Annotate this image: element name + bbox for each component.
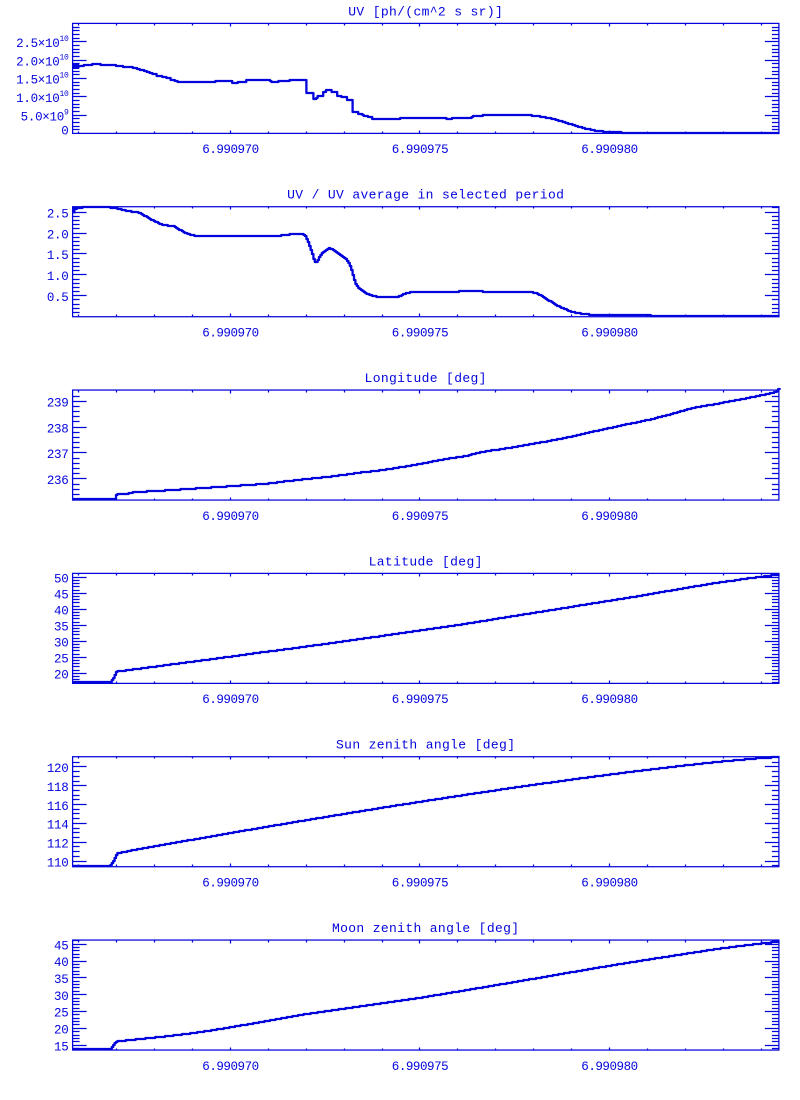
svg-text:45: 45 <box>54 939 68 953</box>
svg-text:UV [ph/(cm^2 s sr)]: UV [ph/(cm^2 s sr)] <box>348 4 503 19</box>
svg-text:1.5×1010: 1.5×1010 <box>16 72 69 88</box>
svg-text:6.990980: 6.990980 <box>581 510 637 524</box>
svg-text:2.0×1010: 2.0×1010 <box>16 53 69 69</box>
svg-text:1.0×1010: 1.0×1010 <box>16 90 69 106</box>
svg-text:6.990970: 6.990970 <box>202 143 258 157</box>
svg-text:6.990970: 6.990970 <box>202 877 258 891</box>
svg-text:15: 15 <box>54 1040 68 1054</box>
svg-text:6.990975: 6.990975 <box>392 693 448 707</box>
svg-text:5.0×109: 5.0×109 <box>21 108 69 124</box>
svg-text:0: 0 <box>61 124 68 138</box>
svg-text:6.990975: 6.990975 <box>392 327 448 341</box>
svg-text:118: 118 <box>47 781 69 795</box>
svg-text:6.990970: 6.990970 <box>202 327 258 341</box>
svg-text:Moon zenith angle [deg]: Moon zenith angle [deg] <box>332 921 519 936</box>
svg-text:239: 239 <box>47 396 69 410</box>
svg-text:120: 120 <box>47 762 69 776</box>
svg-text:Longitude [deg]: Longitude [deg] <box>365 371 487 386</box>
svg-text:40: 40 <box>54 956 68 970</box>
svg-text:6.990975: 6.990975 <box>392 877 448 891</box>
svg-text:110: 110 <box>47 856 69 870</box>
svg-text:45: 45 <box>54 589 68 603</box>
svg-text:35: 35 <box>54 621 68 635</box>
svg-text:6.990980: 6.990980 <box>581 143 637 157</box>
svg-text:25: 25 <box>54 1007 68 1021</box>
svg-text:6.990970: 6.990970 <box>202 1060 258 1074</box>
svg-text:114: 114 <box>47 819 69 833</box>
svg-text:238: 238 <box>47 422 69 436</box>
svg-text:2.5×1010: 2.5×1010 <box>16 35 69 51</box>
svg-text:6.990980: 6.990980 <box>581 327 637 341</box>
svg-text:112: 112 <box>47 837 69 851</box>
svg-text:50: 50 <box>54 573 68 587</box>
svg-text:40: 40 <box>54 605 68 619</box>
svg-text:236: 236 <box>47 474 69 488</box>
svg-text:0.5: 0.5 <box>47 291 69 305</box>
svg-text:UV / UV average in selected pe: UV / UV average in selected period <box>287 188 564 203</box>
svg-text:30: 30 <box>54 990 68 1004</box>
svg-text:20: 20 <box>54 1024 68 1038</box>
svg-text:116: 116 <box>47 800 69 814</box>
svg-text:Sun zenith angle [deg]: Sun zenith angle [deg] <box>336 738 515 753</box>
svg-text:2.0: 2.0 <box>47 228 69 242</box>
svg-text:1.0: 1.0 <box>47 270 69 284</box>
svg-text:6.990980: 6.990980 <box>581 877 637 891</box>
svg-text:6.990975: 6.990975 <box>392 143 448 157</box>
svg-text:237: 237 <box>47 448 69 462</box>
svg-text:6.990975: 6.990975 <box>392 510 448 524</box>
svg-text:20: 20 <box>54 668 68 682</box>
svg-text:35: 35 <box>54 973 68 987</box>
svg-text:6.990970: 6.990970 <box>202 510 258 524</box>
svg-text:6.990980: 6.990980 <box>581 1060 637 1074</box>
svg-text:30: 30 <box>54 637 68 651</box>
svg-text:6.990970: 6.990970 <box>202 693 258 707</box>
svg-text:6.990975: 6.990975 <box>392 1060 448 1074</box>
svg-text:2.5: 2.5 <box>47 207 69 221</box>
svg-text:25: 25 <box>54 652 68 666</box>
svg-text:1.5: 1.5 <box>47 249 69 263</box>
svg-text:6.990980: 6.990980 <box>581 693 637 707</box>
svg-text:Latitude [deg]: Latitude [deg] <box>369 554 483 569</box>
